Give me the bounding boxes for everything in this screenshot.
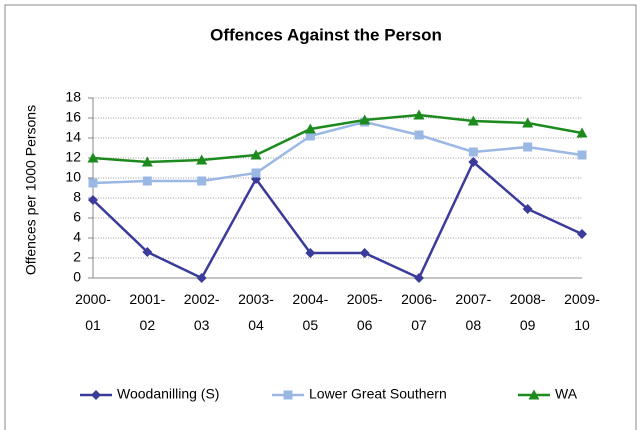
x-tick-label: 2003-04	[238, 291, 274, 333]
marker	[359, 248, 370, 258]
y-tick-label: 14	[65, 129, 81, 145]
chart-border	[4, 4, 637, 430]
legend-label: Woodanilling (S)	[117, 386, 219, 402]
legend-label: Lower Great Southern	[309, 386, 447, 402]
x-tick-label: 2006-07	[401, 291, 437, 333]
marker	[576, 127, 588, 138]
marker	[522, 204, 533, 214]
marker	[577, 150, 587, 160]
series-line	[92, 113, 583, 164]
marker	[283, 390, 293, 400]
marker	[196, 273, 207, 283]
marker	[468, 147, 478, 157]
marker	[467, 115, 479, 126]
marker	[250, 149, 262, 160]
y-tick-label: 0	[73, 269, 81, 285]
legend-label: WA	[555, 386, 578, 402]
y-tick-label: 10	[65, 169, 81, 185]
series-line	[92, 120, 583, 185]
marker	[359, 114, 371, 125]
y-tick-label: 8	[73, 189, 81, 205]
marker	[304, 123, 316, 134]
y-tick-label: 2	[73, 249, 81, 265]
marker	[528, 389, 540, 400]
y-tick-label: 4	[73, 229, 81, 245]
y-axis-label: Offences per 1000 Persons	[23, 105, 39, 275]
marker	[414, 273, 424, 283]
x-tick-label: 2004-05	[292, 291, 328, 333]
marker	[414, 130, 424, 140]
x-tick-label: 2001-02	[129, 291, 165, 333]
y-tick-label: 18	[65, 89, 81, 105]
x-tick-label: 2002-03	[184, 291, 220, 333]
marker	[88, 195, 98, 205]
x-tick-label: 2009-10	[564, 291, 600, 333]
marker	[91, 390, 101, 400]
x-tick-label: 2007-08	[455, 291, 491, 333]
marker	[577, 229, 587, 239]
marker	[305, 248, 316, 258]
x-tick-label: 2000-01	[75, 291, 111, 333]
marker	[142, 247, 153, 257]
y-tick-label: 16	[65, 109, 81, 125]
marker	[523, 142, 533, 152]
chart-title: Offences Against the Person	[210, 25, 442, 44]
x-tick-label: 2005-06	[347, 291, 383, 333]
marker	[197, 176, 207, 186]
marker	[413, 109, 425, 120]
marker	[142, 176, 152, 186]
y-tick-label: 12	[65, 149, 81, 165]
marker	[522, 117, 534, 128]
marker	[141, 156, 153, 167]
y-tick-label: 6	[73, 209, 81, 225]
marker	[251, 168, 261, 178]
series-line	[92, 159, 583, 280]
marker	[468, 157, 479, 167]
marker	[87, 152, 99, 163]
marker	[88, 178, 98, 188]
marker	[196, 154, 208, 165]
marker	[305, 131, 315, 141]
x-tick-label: 2008-09	[510, 291, 546, 333]
